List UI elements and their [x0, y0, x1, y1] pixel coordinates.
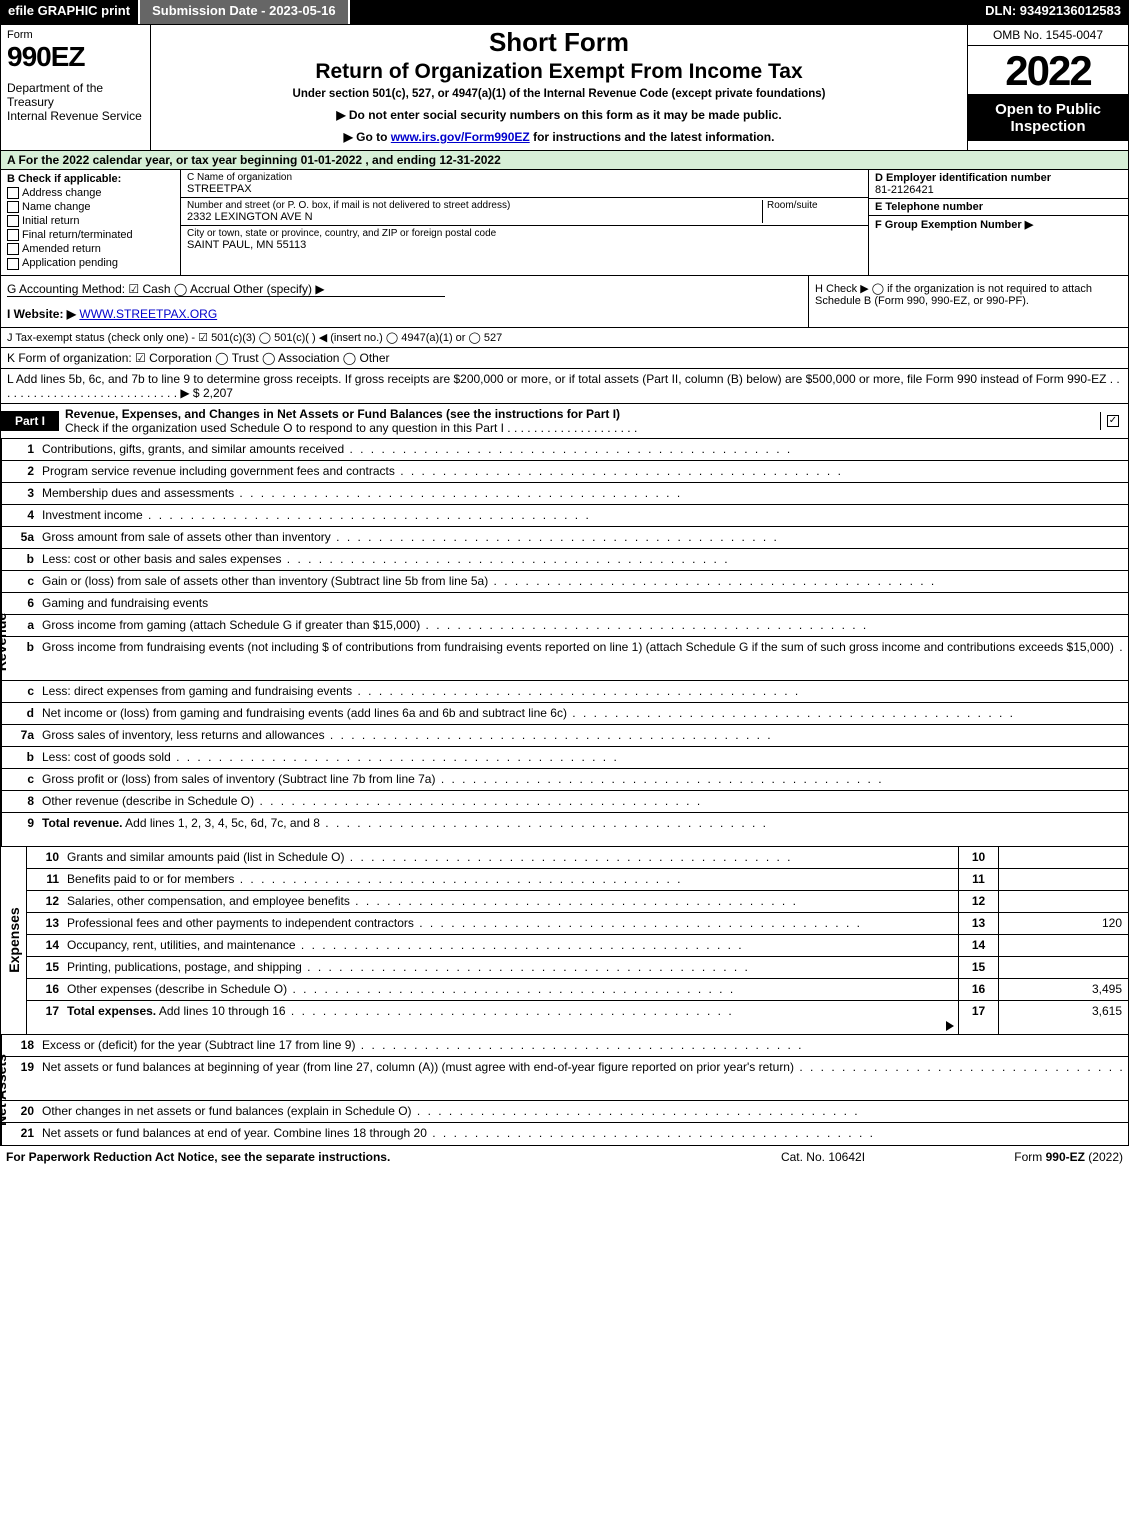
i-website-label: I Website: ▶ — [7, 307, 76, 321]
part1-label: Part I — [1, 411, 59, 431]
line-row: 12Salaries, other compensation, and empl… — [27, 891, 1128, 913]
f-group-label: F Group Exemption Number ▶ — [875, 219, 1033, 231]
netassets-vlabel: Net Assets — [0, 1054, 9, 1126]
line-row: aGross income from gaming (attach Schedu… — [2, 615, 1129, 637]
line-row: 10Grants and similar amounts paid (list … — [27, 847, 1128, 869]
line-row: 1Contributions, gifts, grants, and simil… — [2, 439, 1129, 461]
top-bar: efile GRAPHIC print Submission Date - 20… — [0, 0, 1129, 24]
irs-link[interactable]: www.irs.gov/Form990EZ — [391, 130, 530, 144]
form-header: Form 990EZ Department of the Treasury In… — [0, 24, 1129, 151]
form-label: Form — [7, 29, 144, 41]
ein-value: 81-2126421 — [875, 184, 934, 196]
line-row: 15Printing, publications, postage, and s… — [27, 957, 1128, 979]
line-row: 21Net assets or fund balances at end of … — [2, 1123, 1129, 1145]
entity-block: B Check if applicable: Address change Na… — [0, 170, 1129, 276]
line-row: bLess: cost or other basis and sales exp… — [2, 549, 1129, 571]
under-section: Under section 501(c), 527, or 4947(a)(1)… — [159, 88, 959, 100]
form-number: 990EZ — [7, 41, 144, 73]
inspection-label: Open to Public Inspection — [968, 95, 1128, 141]
chk-application-pending[interactable]: Application pending — [7, 257, 174, 269]
line-row: 6Gaming and fundraising events — [2, 593, 1129, 615]
line-row: 3Membership dues and assessments3 — [2, 483, 1129, 505]
line-row: 18Excess or (deficit) for the year (Subt… — [2, 1035, 1129, 1057]
paperwork-notice: For Paperwork Reduction Act Notice, see … — [6, 1150, 723, 1164]
line-row: 4Investment income4 — [2, 505, 1129, 527]
dln: DLN: 93492136012583 — [977, 0, 1129, 24]
tax-year: 2022 — [968, 46, 1128, 95]
part1-checkbox[interactable]: ✓ — [1107, 415, 1119, 427]
page-footer: For Paperwork Reduction Act Notice, see … — [0, 1146, 1129, 1168]
c-name-label: C Name of organization — [187, 172, 862, 183]
line-l: L Add lines 5b, 6c, and 7b to line 9 to … — [0, 369, 1129, 404]
line-row: bGross income from fundraising events (n… — [2, 637, 1129, 681]
chk-name-change[interactable]: Name change — [7, 201, 174, 213]
line-row: 16Other expenses (describe in Schedule O… — [27, 979, 1128, 1001]
g-accounting: G Accounting Method: ☑ Cash ◯ Accrual Ot… — [7, 282, 445, 297]
line-row: 14Occupancy, rent, utilities, and mainte… — [27, 935, 1128, 957]
b-header: B Check if applicable: — [7, 173, 174, 185]
line-row: 20Other changes in net assets or fund ba… — [2, 1101, 1129, 1123]
part1-header: Part I Revenue, Expenses, and Changes in… — [0, 404, 1129, 439]
line-row: 8Other revenue (describe in Schedule O)8 — [2, 791, 1129, 813]
line-row: 9Total revenue. Add lines 1, 2, 3, 4, 5c… — [2, 813, 1129, 846]
line-row: 11Benefits paid to or for members11 — [27, 869, 1128, 891]
line-row: bLess: cost of goods sold7b — [2, 747, 1129, 769]
cat-no: Cat. No. 10642I — [723, 1150, 923, 1164]
org-name: STREETPAX — [187, 183, 862, 195]
form-title: Short Form — [159, 27, 959, 58]
goto-note: ▶ Go to www.irs.gov/Form990EZ for instru… — [159, 130, 959, 144]
line-k: K Form of organization: ☑ Corporation ◯ … — [0, 348, 1129, 369]
ssn-note: ▶ Do not enter social security numbers o… — [159, 108, 959, 122]
chk-address-change[interactable]: Address change — [7, 187, 174, 199]
c-city-label: City or town, state or province, country… — [187, 228, 862, 239]
expenses-vlabel: Expenses — [6, 907, 22, 972]
line-row: 13Professional fees and other payments t… — [27, 913, 1128, 935]
omb-number: OMB No. 1545-0047 — [968, 25, 1128, 46]
website-link[interactable]: WWW.STREETPAX.ORG — [79, 307, 217, 321]
dept-label: Department of the Treasury Internal Reve… — [7, 81, 144, 123]
part1-title: Revenue, Expenses, and Changes in Net As… — [65, 407, 620, 421]
room-label: Room/suite — [767, 200, 862, 211]
form-ref: Form 990-EZ (2022) — [923, 1150, 1123, 1164]
line-row: cGross profit or (loss) from sales of in… — [2, 769, 1129, 791]
org-city: SAINT PAUL, MN 55113 — [187, 239, 862, 251]
chk-final-return[interactable]: Final return/terminated — [7, 229, 174, 241]
line-row: 19Net assets or fund balances at beginni… — [2, 1057, 1129, 1101]
c-addr-label: Number and street (or P. O. box, if mail… — [187, 200, 762, 211]
h-schedule-b: H Check ▶ ◯ if the organization is not r… — [808, 276, 1128, 327]
d-ein-label: D Employer identification number — [875, 172, 1051, 184]
line-row: 5aGross amount from sale of assets other… — [2, 527, 1129, 549]
e-phone-label: E Telephone number — [875, 201, 983, 213]
line-row: dNet income or (loss) from gaming and fu… — [2, 703, 1129, 725]
netassets-section: Net Assets 18Excess or (deficit) for the… — [0, 1035, 1129, 1146]
line-row: cGain or (loss) from sale of assets othe… — [2, 571, 1129, 593]
line-a: A For the 2022 calendar year, or tax yea… — [0, 151, 1129, 170]
revenue-section: Revenue 1Contributions, gifts, grants, a… — [0, 439, 1129, 847]
revenue-vlabel: Revenue — [0, 613, 9, 671]
org-address: 2332 LEXINGTON AVE N — [187, 211, 762, 223]
submission-date: Submission Date - 2023-05-16 — [140, 0, 350, 24]
row-g-h: G Accounting Method: ☑ Cash ◯ Accrual Ot… — [0, 276, 1129, 328]
line-row: 7aGross sales of inventory, less returns… — [2, 725, 1129, 747]
line-row: 17Total expenses. Add lines 10 through 1… — [27, 1001, 1128, 1034]
line-row: 2Program service revenue including gover… — [2, 461, 1129, 483]
chk-amended-return[interactable]: Amended return — [7, 243, 174, 255]
form-subtitle: Return of Organization Exempt From Incom… — [159, 60, 959, 84]
efile-label: efile GRAPHIC print — [0, 0, 140, 24]
chk-initial-return[interactable]: Initial return — [7, 215, 174, 227]
expenses-section: Expenses 10Grants and similar amounts pa… — [0, 847, 1129, 1035]
part1-check: Check if the organization used Schedule … — [65, 421, 637, 435]
line-j: J Tax-exempt status (check only one) - ☑… — [0, 328, 1129, 348]
line-row: cLess: direct expenses from gaming and f… — [2, 681, 1129, 703]
